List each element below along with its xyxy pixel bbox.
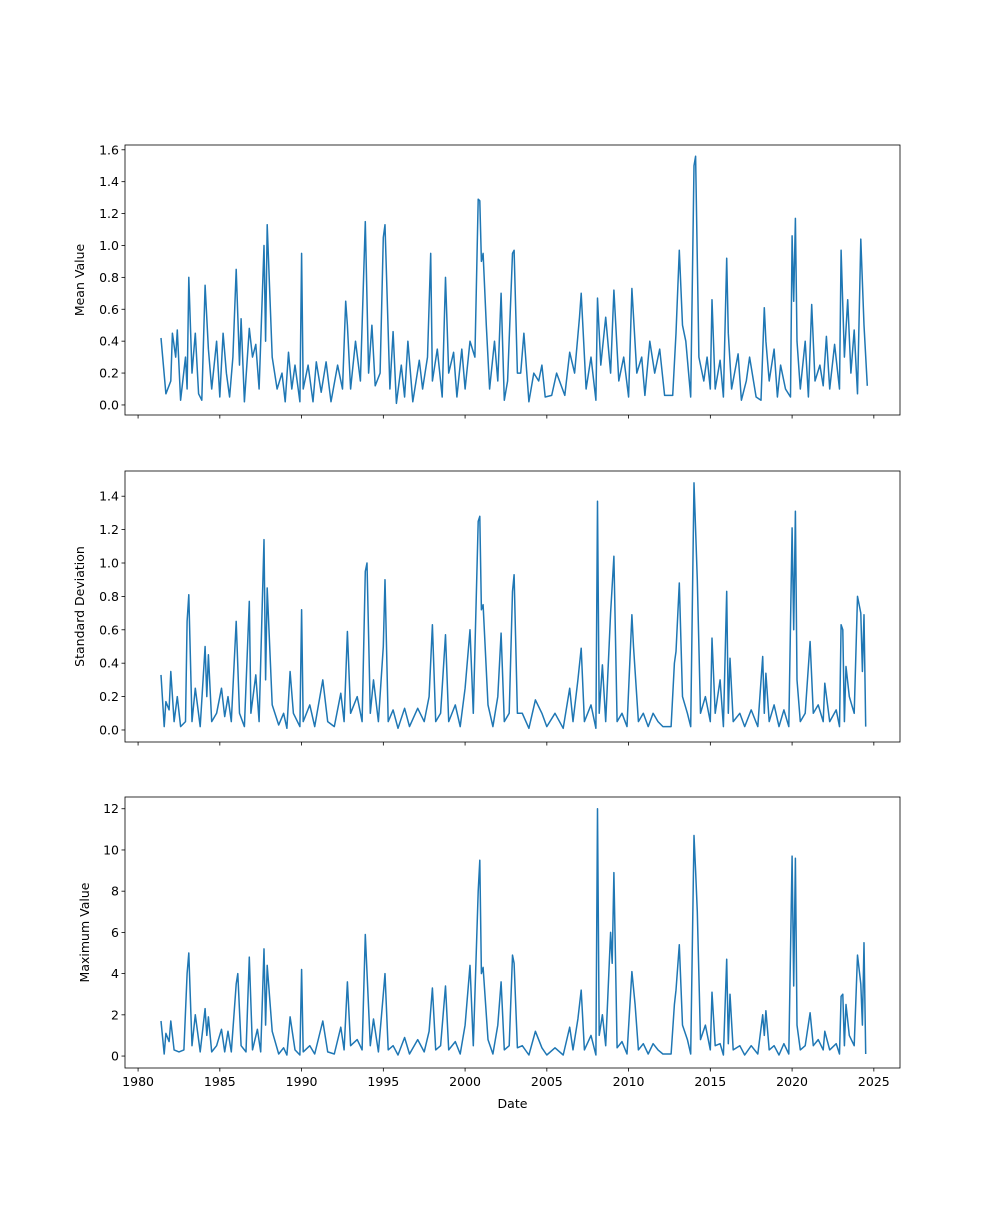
x-tick-label: 2020	[776, 1074, 808, 1089]
x-tick-label: 2025	[858, 1074, 890, 1089]
x-tick-label: 2000	[449, 1074, 481, 1089]
y-tick-label: 0	[111, 1049, 119, 1064]
y-tick-label: 1.4	[99, 489, 119, 504]
x-tick-label: 2010	[613, 1074, 645, 1089]
y-tick-label: 0.6	[99, 622, 119, 637]
x-tick-label: 1995	[367, 1074, 399, 1089]
subplot-2: 0.0 0.2 0.4 0.6 0.8 1.0 1.2 1.4 Standard Deviati…	[72, 470, 901, 746]
x-tick-label: 1990	[286, 1074, 318, 1089]
y-tick-label: 1.6	[99, 142, 119, 157]
y-tick-label: 0.2	[99, 689, 119, 704]
y-tick-label: 0.8	[99, 589, 119, 604]
y-axis-label: Maximum Value	[77, 882, 92, 982]
axes-frame	[124, 796, 901, 1069]
subplot-1: 0.0 0.2 0.4 0.6 0.8 1.0 1.2 1.4 1.6 Mean Value	[72, 142, 901, 419]
y-tick-label: 2	[111, 1007, 119, 1022]
series-line	[160, 155, 869, 405]
y-tick-label: 1.0	[99, 238, 119, 253]
y-tick-label: 4	[111, 966, 119, 981]
y-tick-label: 0.0	[99, 397, 119, 412]
series-line	[160, 482, 867, 730]
y-tick-label: 1.4	[99, 174, 119, 189]
y-tick-label: 0.2	[99, 366, 119, 381]
subplot-3: 0 2 4 6 8 10 12 1980 1985 1990 1995 2000 2005 2010 201…	[77, 796, 901, 1111]
y-tick-label: 1.2	[99, 206, 119, 221]
x-tick-label: 2005	[531, 1074, 563, 1089]
y-axis-label: Standard Deviation	[72, 546, 87, 667]
x-tick-label: 1985	[204, 1074, 236, 1089]
x-tick-label: 2015	[694, 1074, 726, 1089]
axes-frame	[124, 144, 901, 416]
y-tick-label: 8	[111, 884, 119, 899]
y-tick-label: 0.4	[99, 656, 119, 671]
x-tick-label: 1980	[122, 1074, 154, 1089]
y-tick-label: 0.8	[99, 270, 119, 285]
axes-frame	[124, 470, 901, 743]
y-tick-label: 0.4	[99, 334, 119, 349]
y-axis-label: Mean Value	[72, 244, 87, 317]
y-tick-label: 6	[111, 925, 119, 940]
y-tick-label: 1.0	[99, 556, 119, 571]
x-axis-label: Date	[498, 1096, 528, 1111]
y-tick-label: 12	[103, 801, 119, 816]
y-tick-label: 1.2	[99, 522, 119, 537]
y-tick-label: 10	[103, 842, 119, 857]
y-tick-label: 0.0	[99, 722, 119, 737]
y-tick-label: 0.6	[99, 302, 119, 317]
series-line	[160, 807, 867, 1056]
